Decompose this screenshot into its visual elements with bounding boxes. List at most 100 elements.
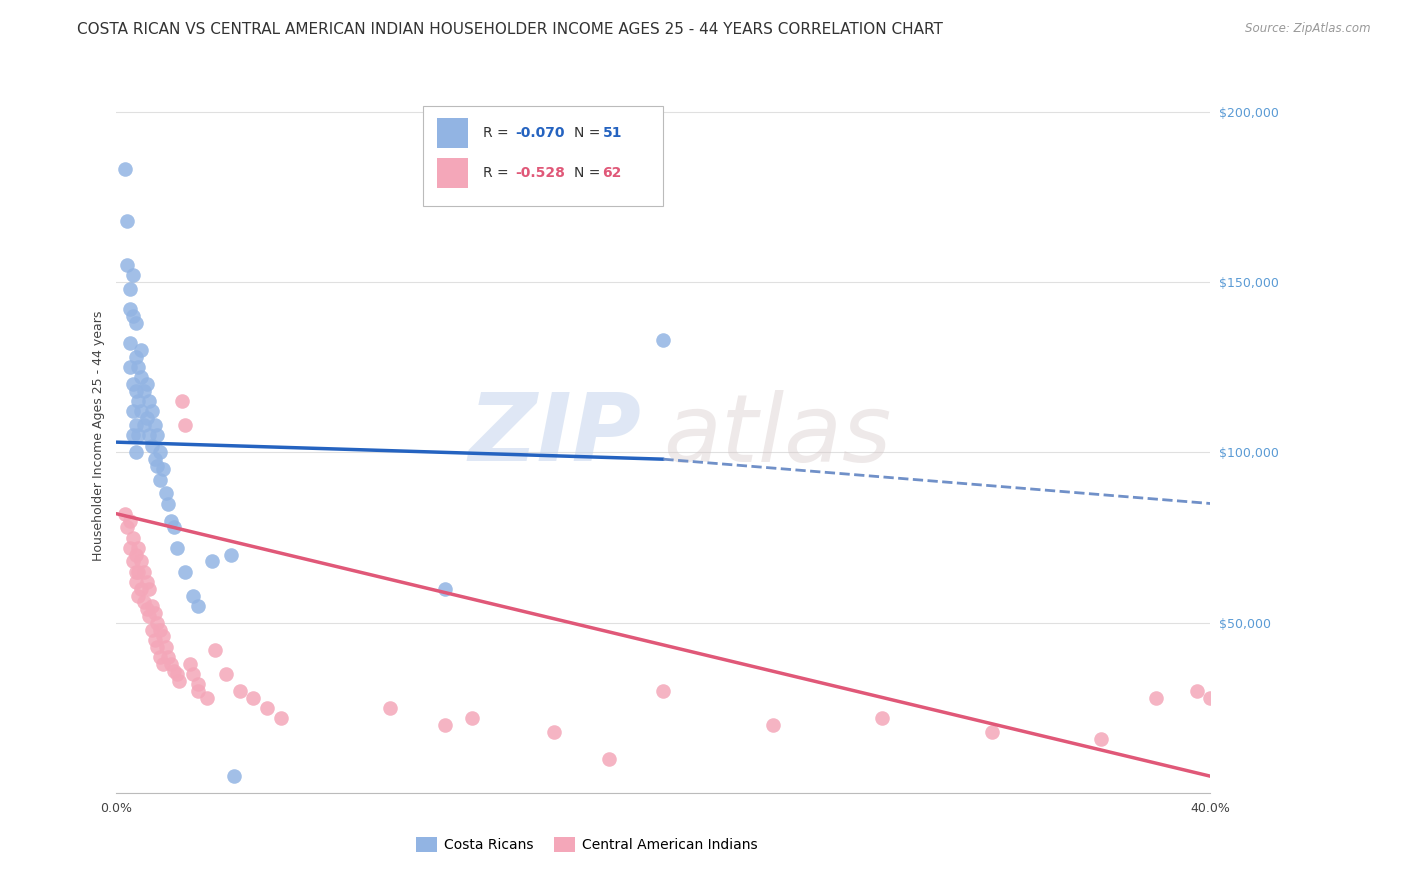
Point: [149, 445, 172, 459]
Point: [146, 458, 169, 473]
Point: [179, 657, 201, 671]
Point: [187, 599, 209, 613]
Point: [138, 582, 160, 596]
Point: [221, 548, 243, 562]
Point: [155, 640, 177, 654]
Point: [433, 582, 456, 596]
Point: [138, 394, 160, 409]
Point: [117, 213, 139, 227]
Point: [141, 439, 163, 453]
Point: [152, 629, 174, 643]
Point: [120, 336, 142, 351]
Point: [124, 445, 146, 459]
Point: [143, 606, 166, 620]
Point: [129, 554, 152, 568]
Point: [138, 609, 160, 624]
Point: [598, 752, 620, 766]
Point: [222, 769, 245, 783]
Point: [120, 360, 142, 375]
Point: [129, 343, 152, 358]
Point: [187, 684, 209, 698]
Point: [543, 724, 565, 739]
Point: [124, 565, 146, 579]
Point: [135, 411, 157, 425]
Point: [146, 615, 169, 630]
Point: [149, 473, 172, 487]
Point: [124, 548, 146, 562]
Point: [1090, 731, 1112, 746]
Point: [181, 589, 204, 603]
Point: [121, 428, 143, 442]
Point: [124, 350, 146, 364]
Point: [173, 418, 195, 433]
Point: [1144, 690, 1167, 705]
Point: [120, 302, 142, 317]
Point: [127, 428, 149, 442]
Point: [132, 595, 155, 609]
Text: N =: N =: [574, 166, 605, 180]
Point: [980, 724, 1002, 739]
Point: [127, 589, 149, 603]
Point: [146, 428, 169, 442]
Text: -0.528: -0.528: [515, 166, 565, 180]
Point: [117, 258, 139, 272]
Point: [195, 690, 218, 705]
Point: [160, 514, 183, 528]
Point: [146, 640, 169, 654]
Point: [157, 496, 180, 510]
Point: [114, 507, 136, 521]
Point: [135, 574, 157, 589]
Point: [121, 404, 143, 418]
Point: [166, 667, 188, 681]
Text: -0.070: -0.070: [515, 126, 565, 140]
Point: [762, 718, 785, 732]
Point: [149, 623, 172, 637]
Point: [132, 418, 155, 433]
Point: [143, 632, 166, 647]
Point: [242, 690, 264, 705]
Point: [120, 541, 142, 555]
Point: [138, 428, 160, 442]
Point: [1185, 684, 1208, 698]
Point: [378, 701, 401, 715]
Point: [127, 565, 149, 579]
Text: Source: ZipAtlas.com: Source: ZipAtlas.com: [1246, 22, 1371, 36]
Point: [141, 404, 163, 418]
Text: 62: 62: [602, 166, 621, 180]
Point: [652, 333, 675, 347]
Point: [120, 514, 142, 528]
Point: [135, 377, 157, 392]
Point: [270, 711, 292, 725]
Point: [121, 554, 143, 568]
Point: [228, 684, 250, 698]
Text: R =: R =: [482, 166, 513, 180]
Point: [181, 667, 204, 681]
Point: [132, 384, 155, 398]
Point: [166, 541, 188, 555]
Text: 51: 51: [602, 126, 621, 140]
Text: COSTA RICAN VS CENTRAL AMERICAN INDIAN HOUSEHOLDER INCOME AGES 25 - 44 YEARS COR: COSTA RICAN VS CENTRAL AMERICAN INDIAN H…: [77, 22, 943, 37]
Point: [1199, 690, 1222, 705]
Point: [114, 162, 136, 177]
Point: [129, 582, 152, 596]
Point: [121, 268, 143, 282]
Point: [173, 565, 195, 579]
Point: [433, 718, 456, 732]
Text: atlas: atlas: [664, 390, 891, 481]
Point: [135, 602, 157, 616]
Point: [157, 649, 180, 664]
Point: [201, 554, 224, 568]
Point: [132, 565, 155, 579]
Point: [204, 643, 226, 657]
Point: [141, 599, 163, 613]
Point: [124, 574, 146, 589]
Point: [652, 684, 675, 698]
Point: [143, 452, 166, 467]
Point: [129, 370, 152, 384]
Point: [127, 394, 149, 409]
Point: [127, 360, 149, 375]
Point: [121, 309, 143, 323]
Point: [124, 418, 146, 433]
Point: [152, 657, 174, 671]
Point: [124, 384, 146, 398]
